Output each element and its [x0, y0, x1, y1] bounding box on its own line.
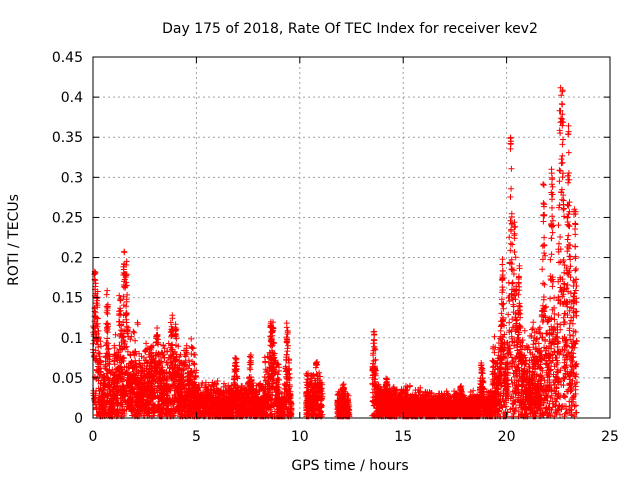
- chart-title: Day 175 of 2018, Rate Of TEC Index for r…: [162, 21, 538, 37]
- y-tick-label: 0.45: [52, 50, 83, 66]
- y-tick-label: 0.2: [61, 251, 83, 267]
- data-points: [90, 84, 580, 420]
- x-tick-label: 25: [601, 429, 619, 445]
- roti-point-marks: [90, 84, 580, 420]
- y-axis-label: ROTI / TECUs: [6, 194, 22, 286]
- y-tick-label: 0.3: [61, 170, 83, 186]
- y-tick-label: 0.05: [52, 371, 83, 387]
- x-tick-label: 10: [291, 429, 309, 445]
- y-tick-label: 0.1: [61, 331, 83, 347]
- x-tick-label: 20: [498, 429, 516, 445]
- x-axis-label: GPS time / hours: [291, 458, 408, 474]
- y-tick-label: 0.25: [52, 210, 83, 226]
- y-tick-label: 0: [74, 411, 83, 427]
- x-tick-label: 5: [192, 429, 201, 445]
- y-tick-label: 0.4: [61, 90, 83, 106]
- x-tick-label: 0: [89, 429, 98, 445]
- plot-frame: [92, 56, 611, 419]
- y-tick-label: 0.15: [52, 291, 83, 307]
- axis-ticks: 0 5 10 15 20 25 0 0.05 0.1 0.15 0.2 0.25 0.3 0.35 0.4 0…: [52, 50, 619, 445]
- y-tick-label: 0.35: [52, 130, 83, 146]
- x-tick-label: 15: [394, 429, 412, 445]
